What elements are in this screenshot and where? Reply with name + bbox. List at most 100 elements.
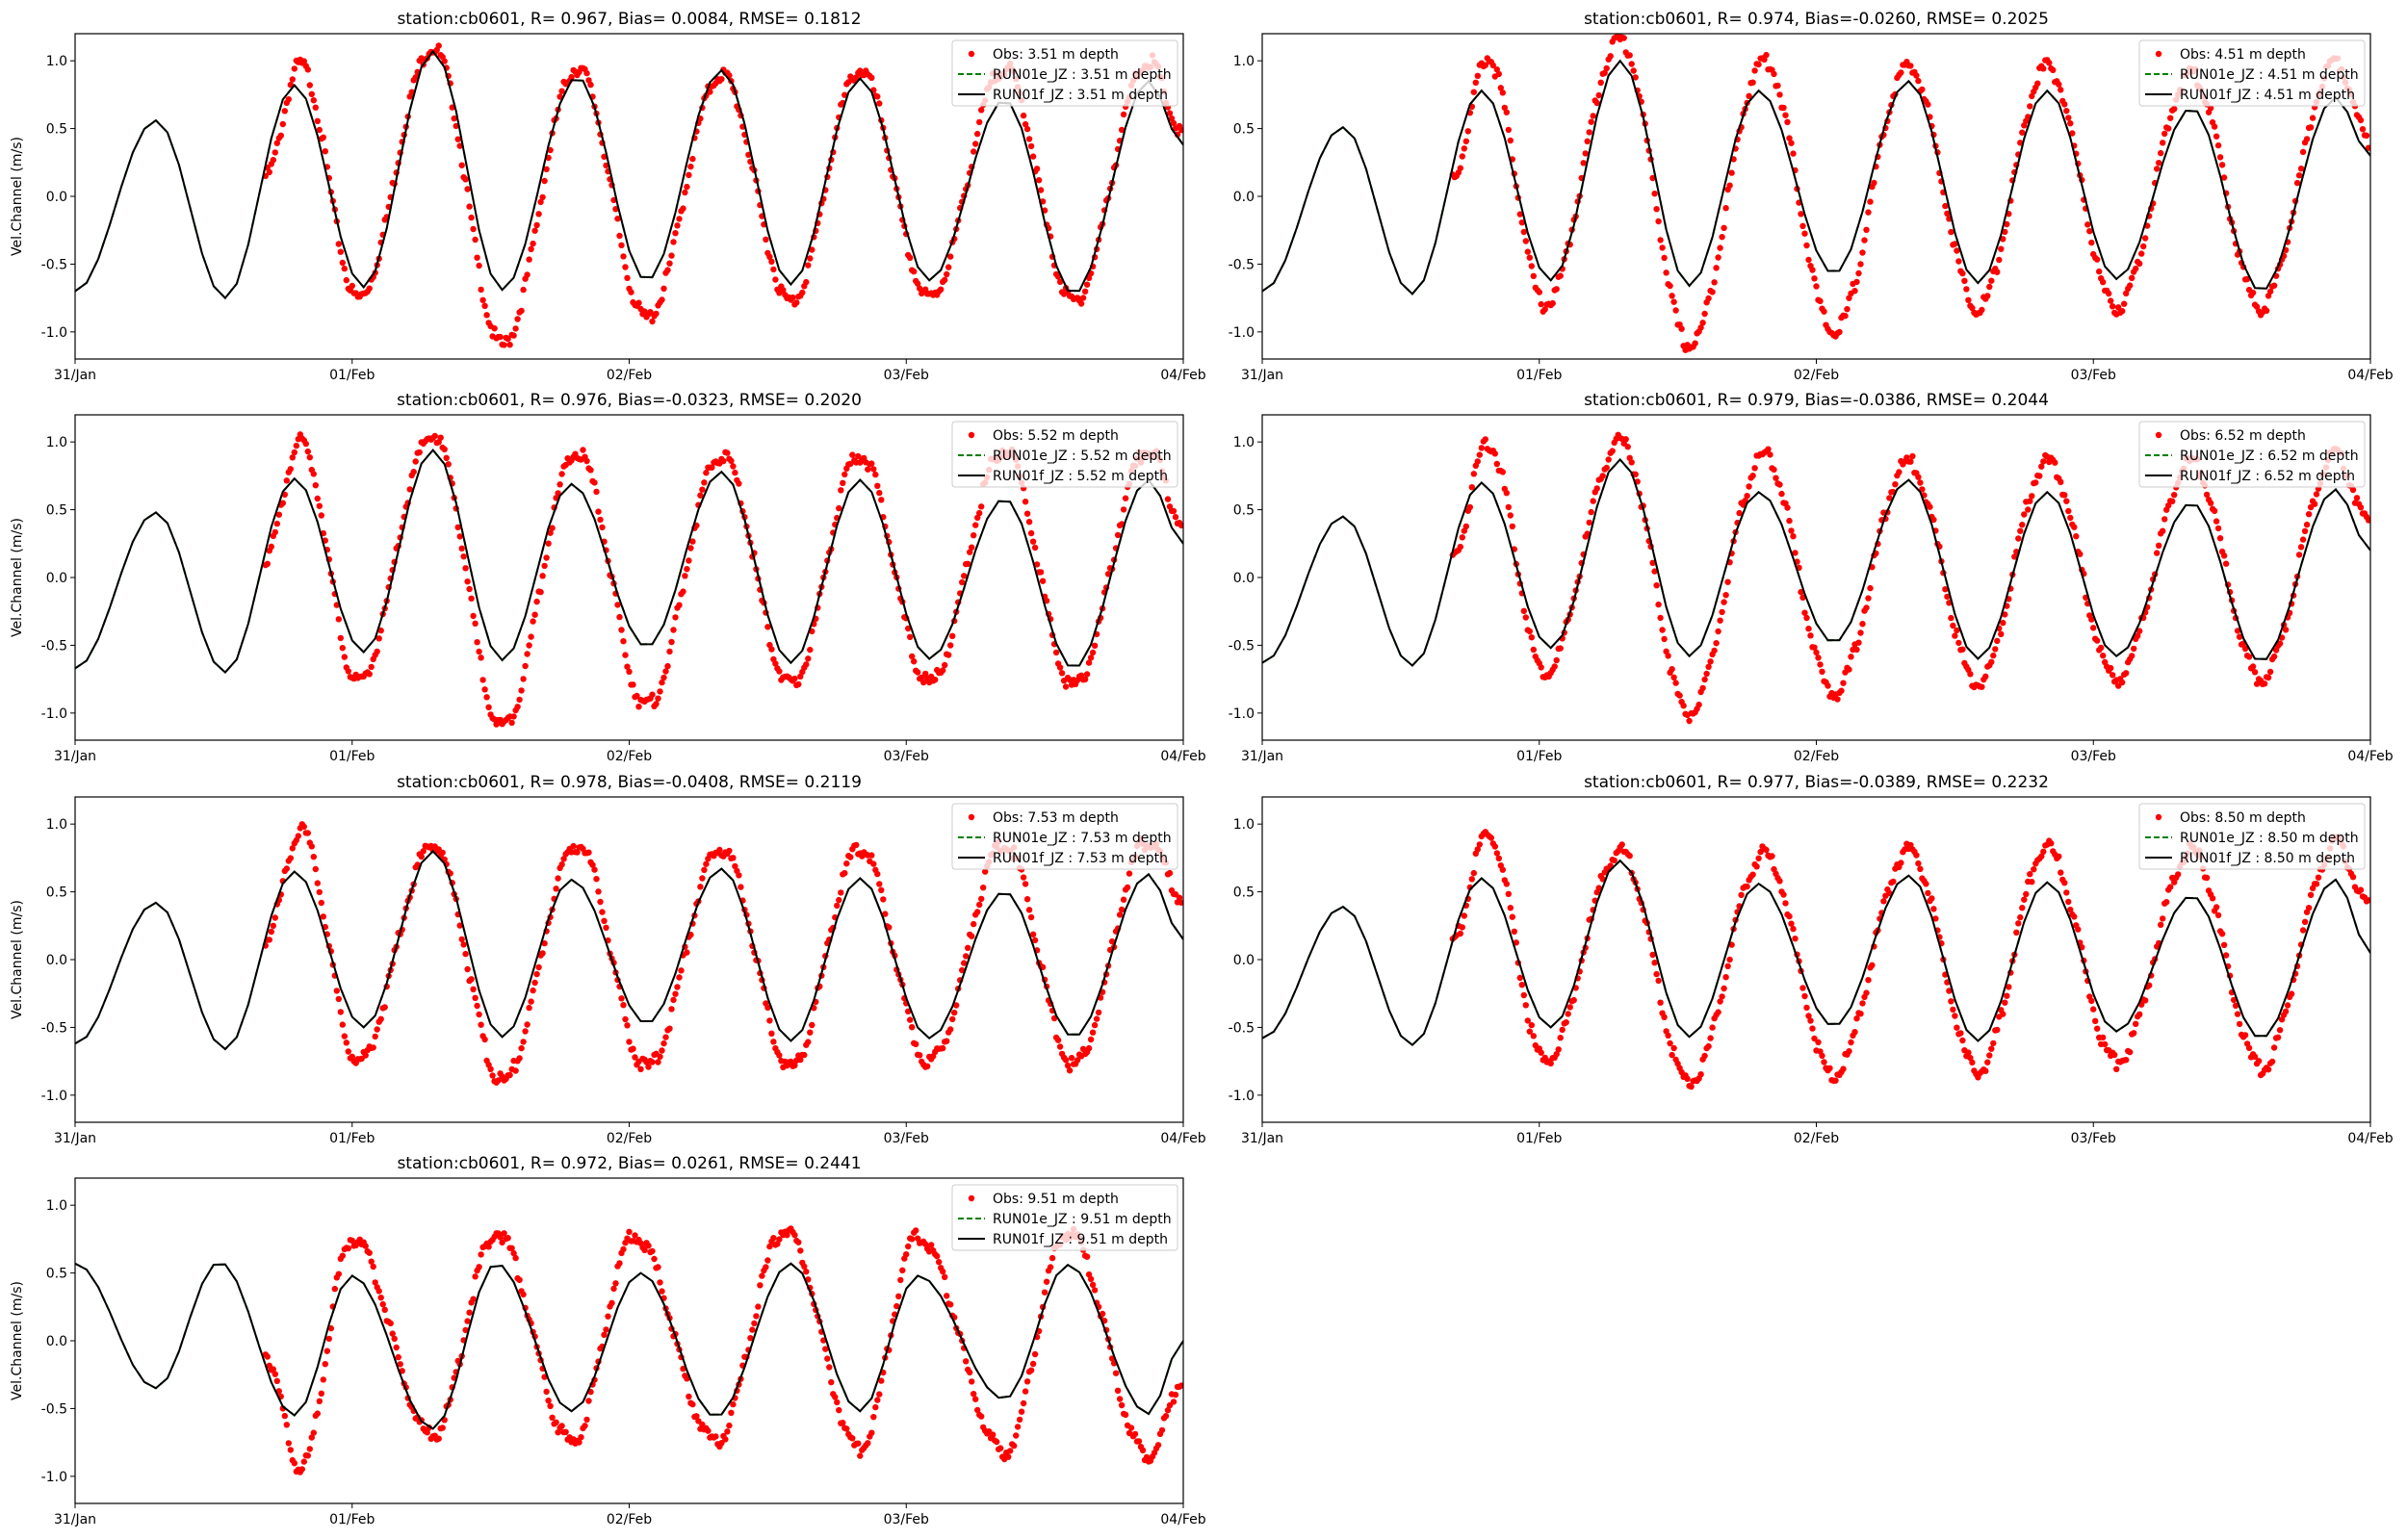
obs-point <box>764 1004 771 1012</box>
obs-point <box>395 1353 401 1361</box>
obs-point <box>940 667 946 674</box>
legend-label: RUN01e_JZ : 3.51 m depth <box>993 67 1172 83</box>
obs-point <box>2299 148 2307 156</box>
ytick-label: -0.5 <box>41 257 67 272</box>
obs-point <box>516 1055 523 1062</box>
obs-point <box>724 1428 731 1435</box>
obs-point <box>2359 126 2367 133</box>
obs-point <box>1154 1442 1162 1449</box>
obs-point <box>2160 915 2166 922</box>
obs-point <box>1126 870 1133 877</box>
obs-point <box>2241 1032 2249 1039</box>
obs-point <box>2222 560 2230 567</box>
obs-point <box>1855 270 1862 277</box>
obs-point <box>666 648 673 655</box>
ytick-label: 1.0 <box>46 1198 67 1214</box>
obs-point <box>840 1420 846 1426</box>
obs-point <box>1944 210 1951 217</box>
legend-label: RUN01e_JZ : 5.52 m depth <box>993 449 1172 464</box>
run01f-line <box>1262 458 2370 667</box>
obs-point <box>555 490 561 497</box>
obs-point <box>670 239 677 245</box>
obs-point <box>822 1346 829 1352</box>
ytick-label: 0.0 <box>1233 190 1255 205</box>
obs-point <box>1178 127 1183 134</box>
obs-point <box>2236 1020 2243 1028</box>
obs-point <box>684 949 690 956</box>
obs-point <box>264 560 271 567</box>
obs-point <box>2245 1044 2253 1052</box>
obs-point <box>2011 553 2018 560</box>
obs-point <box>2090 625 2097 631</box>
obs-point <box>1919 486 1926 493</box>
obs-point <box>533 221 540 229</box>
obs-point <box>660 285 667 292</box>
obs-point <box>2048 840 2055 847</box>
xtick-label: 31/Jan <box>1241 749 1283 764</box>
obs-point <box>1499 469 1507 475</box>
obs-point <box>1043 1278 1050 1285</box>
obs-point <box>1961 277 1968 284</box>
obs-point <box>1661 1014 1668 1021</box>
obs-point <box>1095 1009 1102 1016</box>
obs-point <box>374 648 380 655</box>
obs-point <box>770 266 777 273</box>
obs-point <box>1680 703 1687 709</box>
obs-point <box>381 1004 388 1011</box>
obs-point <box>1722 974 1729 981</box>
obs-point <box>2288 990 2295 997</box>
obs-point <box>768 1030 775 1038</box>
obs-point <box>576 1439 582 1446</box>
subplot-7: station:cb0601, R= 0.972, Bias= 0.0261, … <box>10 1154 1206 1527</box>
obs-point <box>942 1273 948 1281</box>
run01f-line <box>75 1262 1183 1430</box>
obs-point <box>485 704 492 710</box>
obs-point <box>1522 614 1530 621</box>
obs-point <box>2305 905 2313 911</box>
obs-point <box>1462 523 1470 530</box>
ytick-label: 0.0 <box>46 1334 67 1349</box>
obs-point <box>1792 550 1799 556</box>
obs-point <box>849 451 856 458</box>
obs-point <box>312 865 319 873</box>
obs-point <box>2100 653 2107 659</box>
obs-point <box>1530 646 1538 654</box>
obs-point <box>1807 632 1814 639</box>
obs-point <box>1701 1052 1708 1060</box>
obs-point <box>1744 493 1750 500</box>
obs-point <box>824 1355 831 1362</box>
obs-point <box>2140 243 2147 250</box>
obs-point <box>1865 209 1872 216</box>
ytick-label: 1.0 <box>46 54 67 69</box>
obs-point <box>479 296 486 303</box>
obs-point <box>828 1378 835 1386</box>
obs-point <box>915 669 921 676</box>
obs-point <box>718 76 725 83</box>
obs-point <box>1726 182 1733 189</box>
obs-point <box>1524 1017 1532 1024</box>
obs-point <box>2263 307 2270 314</box>
obs-point <box>1909 452 1916 460</box>
obs-point <box>341 265 348 272</box>
obs-point <box>1788 140 1795 146</box>
obs-point <box>2109 303 2116 310</box>
obs-point <box>462 950 469 958</box>
obs-point <box>1992 646 1999 653</box>
obs-point <box>1697 1071 1704 1078</box>
obs-point <box>1867 584 1874 592</box>
obs-point <box>1135 1438 1143 1445</box>
obs-point <box>2249 289 2257 296</box>
obs-point <box>1457 930 1464 937</box>
obs-point <box>1676 692 1683 699</box>
obs-point <box>362 1243 369 1249</box>
obs-point <box>1459 153 1466 160</box>
obs-point <box>2127 1048 2134 1056</box>
obs-point <box>1925 889 1931 897</box>
obs-point <box>701 479 708 486</box>
legend-box <box>2138 803 2366 870</box>
obs-point <box>751 1320 758 1327</box>
obs-point <box>1982 1067 1989 1074</box>
obs-point <box>1773 475 1779 481</box>
obs-point <box>2129 274 2135 281</box>
obs-point <box>2211 123 2218 130</box>
